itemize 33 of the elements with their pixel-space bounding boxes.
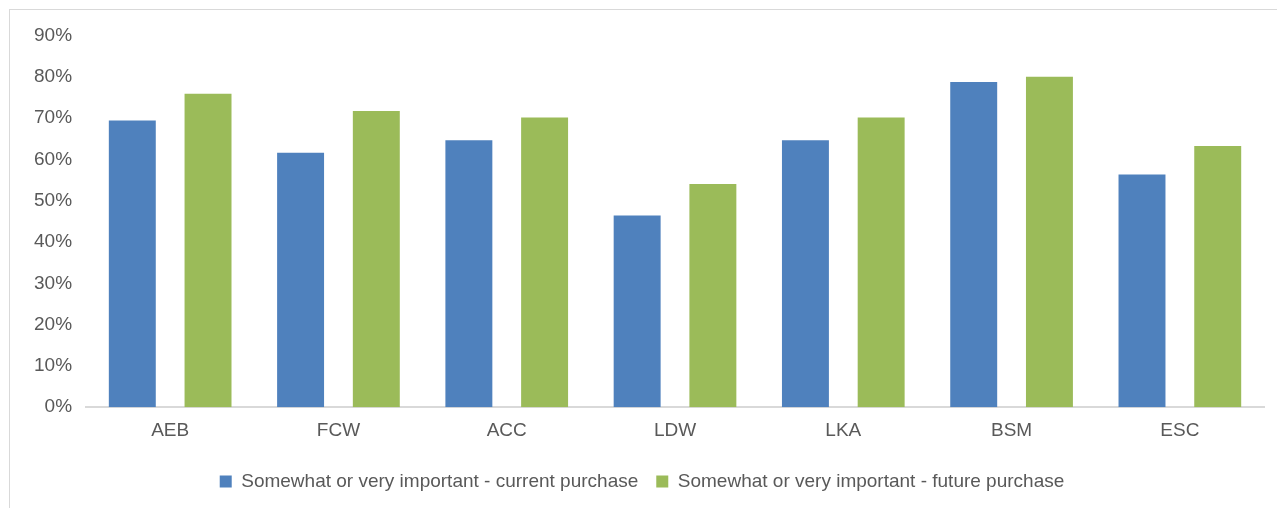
bar xyxy=(108,120,156,408)
x-tick-label: LKA xyxy=(825,418,862,440)
legend-label: Somewhat or very important - current purchase xyxy=(241,469,639,491)
x-tick-label: ACC xyxy=(486,418,527,440)
bar xyxy=(613,215,661,408)
bar xyxy=(689,184,737,408)
bar xyxy=(1194,146,1242,408)
bar xyxy=(781,140,829,408)
y-tick-label: 60% xyxy=(34,147,73,169)
y-tick-label: 10% xyxy=(34,354,73,376)
bar xyxy=(277,152,325,408)
y-tick-label: 80% xyxy=(34,64,73,86)
x-tick-label: ESC xyxy=(1160,418,1200,440)
x-tick-label: FCW xyxy=(316,418,361,440)
bar xyxy=(521,117,569,408)
y-tick-label: 50% xyxy=(34,188,73,210)
bar xyxy=(950,82,998,408)
x-tick-label: AEB xyxy=(151,418,190,440)
bar xyxy=(857,117,905,408)
y-tick-label: 40% xyxy=(34,230,73,252)
bar xyxy=(1025,76,1073,408)
x-tick-label: BSM xyxy=(990,418,1033,440)
bar xyxy=(184,93,232,408)
y-tick-label: 0% xyxy=(44,395,73,417)
bar xyxy=(1118,174,1166,408)
x-tick-label: LDW xyxy=(653,418,697,440)
y-tick-label: 90% xyxy=(34,23,73,45)
bar xyxy=(352,111,400,408)
bar xyxy=(445,140,493,408)
legend-label: Somewhat or very important - future purchase xyxy=(677,469,1065,491)
y-tick-label: 30% xyxy=(34,271,73,293)
y-tick-label: 20% xyxy=(34,312,73,334)
y-tick-label: 70% xyxy=(34,106,73,128)
